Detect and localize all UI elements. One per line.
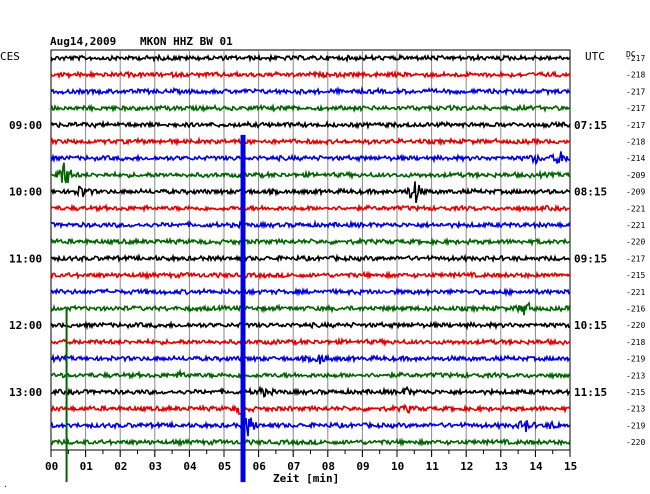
seismic-traces	[50, 53, 571, 448]
dc-offset-label: -218	[626, 338, 645, 347]
trace-line	[50, 300, 571, 316]
trace-line	[51, 353, 571, 365]
event-spikes	[65, 134, 246, 483]
dc-label: DC	[626, 50, 636, 59]
x-tick-label: 02	[114, 460, 127, 473]
dc-offset-label: -215	[626, 388, 645, 397]
dc-offset-label: -213	[626, 371, 645, 380]
trace-line	[50, 181, 571, 204]
left-time-label: 13:00	[9, 386, 42, 399]
x-tick-label: 12	[460, 460, 473, 473]
dc-offset-label: -217	[626, 104, 645, 113]
x-axis-label: Zeit [min]	[273, 472, 339, 485]
trace-line	[50, 437, 571, 448]
dc-offset-label: -221	[626, 204, 645, 213]
x-tick-label: 11	[426, 460, 440, 473]
dc-offset-label: -216	[626, 305, 645, 314]
trace-line	[50, 336, 571, 348]
dc-offset-label: -217	[626, 121, 645, 130]
x-tick-label: 07	[287, 460, 300, 473]
x-tick-label: 03	[149, 460, 162, 473]
x-tick-label: 15	[564, 460, 577, 473]
right-time-label: 11:15	[574, 386, 607, 399]
x-tick-label: 06	[253, 460, 267, 473]
dc-offset-label: -219	[626, 421, 645, 430]
right-time-labels: 07:15 08:15 09:15 10:15 11:15	[574, 119, 607, 399]
trace-line	[50, 85, 571, 97]
dc-offset-label: -217	[626, 54, 645, 63]
left-time-labels: 09:00 10:00 11:00 12:00 13:00	[9, 119, 42, 399]
dc-offset-label: -209	[626, 188, 645, 197]
trace-line	[51, 162, 571, 184]
trace-line	[50, 69, 571, 80]
dc-offset-label: -220	[626, 321, 645, 330]
dc-offset-label: -209	[626, 171, 645, 180]
dc-offset-label: -213	[626, 405, 645, 414]
left-time-label: 12:00	[9, 319, 42, 332]
trace-line	[50, 320, 571, 331]
trace-line	[50, 252, 571, 264]
dc-offset-label: -218	[626, 71, 645, 80]
plot-grid	[50, 49, 571, 457]
dc-offset-label: -214	[626, 154, 645, 163]
dc-offset-label: -220	[626, 238, 645, 247]
x-tick-label: 10	[391, 460, 404, 473]
trace-line	[50, 270, 571, 281]
dc-offset-label: -219	[626, 355, 645, 364]
left-time-label: 10:00	[9, 186, 42, 199]
dc-offset-labels: -217 -218 -217 -217 -217 -218 -214 -209 -209 -221…	[626, 54, 645, 447]
right-zone-label: UTC	[585, 50, 605, 63]
trace-line	[50, 219, 571, 230]
x-tick-label: 09	[356, 460, 369, 473]
left-time-label: 09:00	[9, 119, 42, 132]
trace-line	[50, 417, 571, 437]
header-station: MKON HHZ BW 01	[140, 35, 233, 48]
trace-line	[50, 286, 571, 298]
trace-line	[50, 53, 571, 64]
dc-offset-label: -217	[626, 87, 645, 96]
trace-line	[50, 236, 571, 247]
dc-offset-label: -220	[626, 438, 645, 447]
x-tick-label: 04	[183, 460, 197, 473]
dc-offset-label: -221	[626, 288, 645, 297]
left-zone-label: CES	[0, 50, 20, 63]
right-time-label: 07:15	[574, 119, 607, 132]
dc-offset-label: -215	[626, 271, 645, 280]
trace-line	[50, 151, 571, 166]
x-tick-labels: 00 01 02 03 04 05 06 07 08 09 10 11 12 13 14 15	[45, 460, 577, 473]
left-time-label: 11:00	[9, 252, 42, 265]
right-time-label: 10:15	[574, 319, 607, 332]
trace-line	[50, 136, 571, 147]
x-tick-label: 05	[218, 460, 231, 473]
trace-line	[50, 368, 571, 380]
x-tick-label: 01	[80, 460, 94, 473]
right-time-label: 08:15	[574, 186, 607, 199]
trace-line	[50, 203, 571, 213]
x-tick-label: 13	[495, 460, 508, 473]
x-tick-label: 08	[322, 460, 335, 473]
x-tick-label: 14	[529, 460, 543, 473]
trace-line	[50, 102, 571, 114]
x-tick-label: 00	[45, 460, 58, 473]
corner-mark: .	[3, 480, 8, 489]
trace-line	[50, 119, 571, 130]
dc-offset-label: -218	[626, 138, 645, 147]
trace-line	[50, 403, 571, 415]
dc-offset-label: -221	[626, 221, 645, 230]
trace-line	[50, 385, 571, 398]
header-date: Aug14,2009	[50, 35, 116, 48]
dc-offset-label: -217	[626, 254, 645, 263]
right-time-label: 09:15	[574, 252, 607, 265]
